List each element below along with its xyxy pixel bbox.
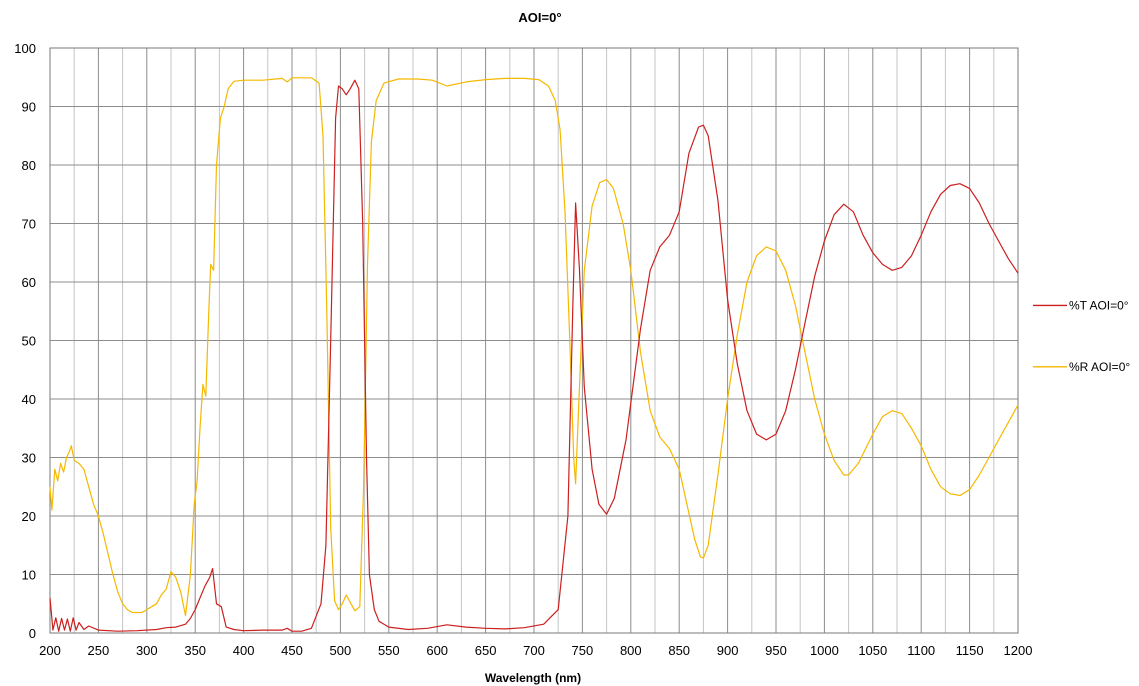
y-tick-label: 20 — [22, 509, 36, 524]
x-tick-label: 600 — [426, 643, 448, 658]
x-tick-label: 500 — [330, 643, 352, 658]
x-tick-label: 200 — [39, 643, 61, 658]
x-axis-ticks: 200 250 300 350 400 450 500 550 600 650 700 750 800 8… — [39, 643, 1032, 658]
y-tick-label: 30 — [22, 451, 36, 466]
y-tick-label: 90 — [22, 100, 36, 115]
y-tick-label: 100 — [14, 41, 36, 56]
x-tick-label: 850 — [668, 643, 690, 658]
x-tick-label: 750 — [572, 643, 594, 658]
x-tick-label: 1000 — [810, 643, 839, 658]
x-tick-label: 350 — [184, 643, 206, 658]
y-tick-label: 70 — [22, 217, 36, 232]
x-tick-label: 1050 — [858, 643, 887, 658]
x-tick-label: 1100 — [907, 643, 935, 658]
x-axis-label: Wavelength (nm) — [485, 671, 581, 685]
y-tick-label: 40 — [22, 392, 36, 407]
x-tick-label: 550 — [378, 643, 400, 658]
chart-title: AOI=0° — [518, 10, 561, 25]
y-tick-label: 50 — [22, 334, 36, 349]
legend: %T AOI=0° %R AOI=0° — [1033, 298, 1130, 374]
x-tick-label: 650 — [475, 643, 497, 658]
legend-label: %R AOI=0° — [1069, 360, 1130, 374]
plot-area — [49, 47, 1019, 634]
x-tick-label: 700 — [523, 643, 545, 658]
x-tick-label: 1150 — [956, 643, 984, 658]
x-tick-label: 1200 — [1004, 643, 1033, 658]
legend-label: %T AOI=0° — [1069, 298, 1129, 312]
x-tick-label: 250 — [88, 643, 110, 658]
x-tick-label: 800 — [620, 643, 642, 658]
x-tick-label: 900 — [717, 643, 739, 658]
y-tick-label: 10 — [22, 568, 36, 583]
x-tick-label: 950 — [765, 643, 787, 658]
x-tick-label: 450 — [281, 643, 303, 658]
y-tick-label: 0 — [29, 626, 36, 641]
y-tick-label: 80 — [22, 158, 36, 173]
series-layer — [49, 77, 1019, 632]
x-tick-label: 300 — [136, 643, 158, 658]
y-axis-ticks: 0 10 20 30 40 50 60 70 80 90 100 — [14, 41, 36, 641]
series-line — [49, 79, 1019, 632]
gridlines — [49, 47, 1019, 634]
y-tick-label: 60 — [22, 275, 36, 290]
x-tick-label: 400 — [233, 643, 255, 658]
plot-border — [49, 47, 1019, 634]
